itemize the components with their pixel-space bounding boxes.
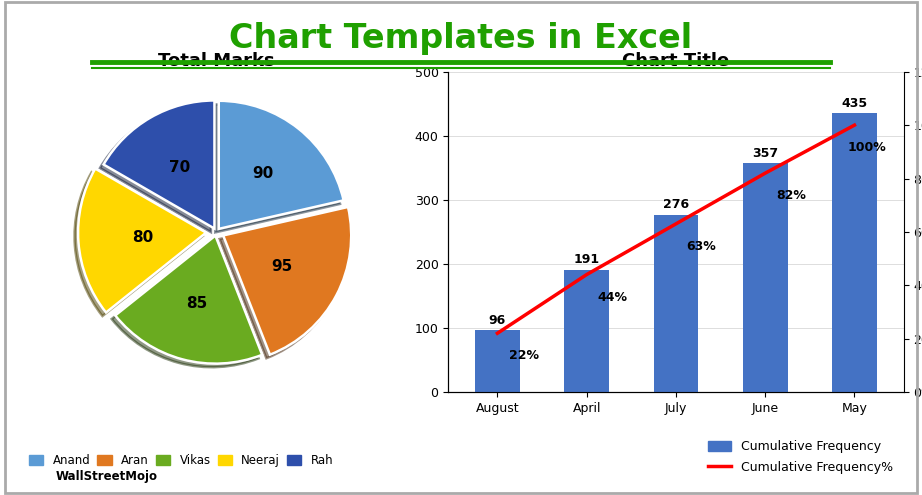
- Text: 22%: 22%: [509, 349, 539, 362]
- Text: 85: 85: [186, 296, 207, 311]
- Text: 100%: 100%: [847, 141, 886, 154]
- Wedge shape: [115, 236, 262, 364]
- Legend: Anand, Aran, Vikas, Neeraj, Rah: Anand, Aran, Vikas, Neeraj, Rah: [29, 454, 334, 467]
- Wedge shape: [219, 101, 344, 229]
- Bar: [743, 163, 787, 392]
- Text: Chart Templates in Excel: Chart Templates in Excel: [230, 22, 692, 55]
- Text: 44%: 44%: [597, 291, 627, 303]
- Bar: [833, 113, 877, 392]
- Wedge shape: [103, 100, 215, 229]
- Text: 96: 96: [489, 314, 506, 327]
- Text: 435: 435: [842, 97, 868, 109]
- Title: Chart Title: Chart Title: [622, 52, 729, 70]
- Text: 357: 357: [752, 147, 778, 159]
- Text: 63%: 63%: [687, 240, 716, 253]
- Bar: [564, 270, 609, 392]
- Legend: Cumulative Frequency, Cumulative Frequency%: Cumulative Frequency, Cumulative Frequen…: [708, 441, 892, 474]
- Text: 90: 90: [252, 166, 273, 181]
- Text: 80: 80: [132, 230, 153, 245]
- Bar: [654, 215, 698, 392]
- Wedge shape: [78, 169, 207, 312]
- Text: WallStreetMojo: WallStreetMojo: [55, 470, 158, 483]
- Wedge shape: [223, 207, 351, 355]
- Bar: [475, 331, 520, 392]
- Text: 276: 276: [663, 198, 689, 211]
- Text: 191: 191: [573, 253, 599, 266]
- Title: Total Marks: Total Marks: [158, 52, 275, 70]
- Text: 70: 70: [169, 160, 190, 175]
- Text: 95: 95: [271, 259, 292, 274]
- Text: 82%: 82%: [776, 189, 806, 202]
